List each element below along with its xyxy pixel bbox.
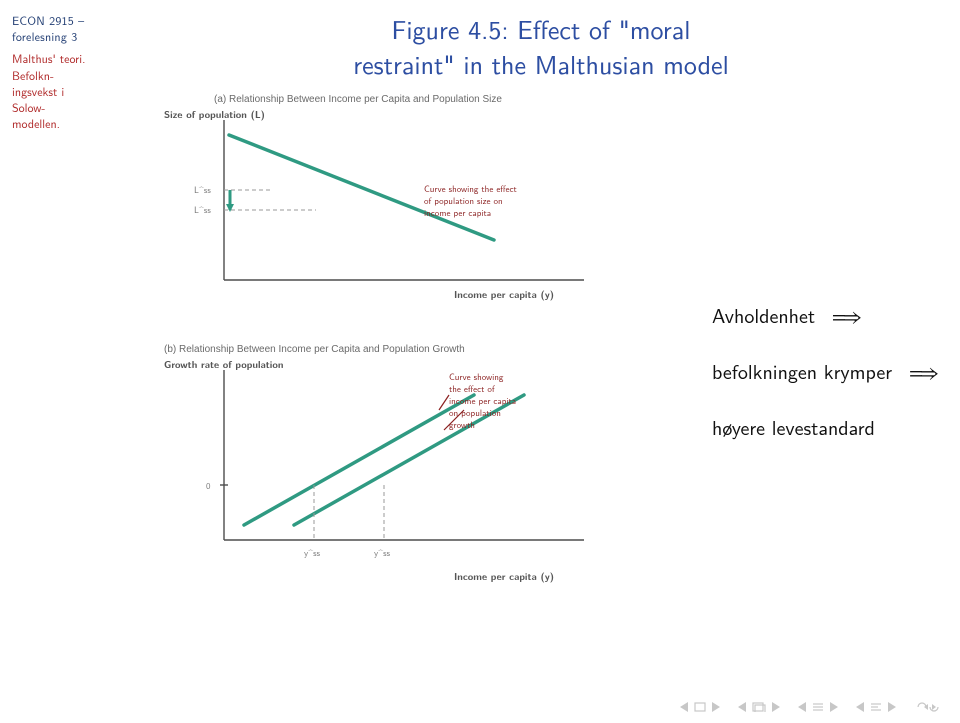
title-line-2: restraint" in the Malthusian model	[353, 45, 729, 83]
implication-row-3: høyere levestandard	[712, 412, 960, 444]
panel-b-zero-label: 0	[206, 479, 211, 492]
slide-title: Figure 4.5: Effect of "moral restraint" …	[122, 0, 960, 82]
implication-list: Avholdenhet =⇒ befolkningen krymper =⇒ h…	[712, 300, 960, 466]
slide-body: Figure 4.5: Effect of "moral restraint" …	[122, 0, 960, 723]
panel-b-yaxis-label: Growth rate of population	[164, 357, 283, 371]
subsection-icon	[752, 702, 766, 712]
beamer-sidebar: ECON 2915 – forelesning 3 Malthus' teori…	[0, 0, 122, 723]
panel-a-yaxis-label: Size of population (L)	[164, 107, 265, 121]
implication-2-text: befolkningen krymper	[712, 357, 892, 386]
implication-row-1: Avholdenhet =⇒	[712, 300, 960, 334]
panel-b-curve-label-5: growth	[449, 418, 475, 431]
panel-b-xaxis-label: Income per capita (y)	[454, 569, 554, 583]
panel-a-ytick-upper: L^ss	[194, 183, 211, 196]
implication-row-2: befolkningen krymper =⇒	[712, 356, 960, 390]
topic-line-5: modellen.	[12, 114, 60, 132]
beamer-nav	[680, 701, 942, 713]
nav-back-forward[interactable]	[914, 701, 942, 713]
nav-section[interactable]	[798, 702, 838, 712]
implication-1-text: Avholdenhet	[712, 301, 815, 330]
section-icon	[812, 702, 824, 712]
panel-a-caption: (a) Relationship Between Income per Capi…	[214, 94, 502, 105]
nav-appendix[interactable]	[856, 702, 896, 712]
implication-3-text: høyere levestandard	[712, 413, 875, 442]
nav-frame[interactable]	[680, 702, 720, 712]
panel-a-curve-label-3: income per capita	[424, 206, 491, 219]
implies-arrow-1: =⇒	[832, 302, 860, 334]
panel-b-xtick-right: y^ss	[374, 546, 391, 559]
lecture-topic: Malthus' teori. Befolkn- ingsvekst i Sol…	[0, 44, 122, 131]
panel-a-ytick-lower: L^ss	[194, 203, 211, 216]
course-line-2: forelesning 3	[12, 27, 77, 45]
panel-b-xtick-left: y^ss	[304, 546, 321, 559]
appendix-icon	[870, 702, 882, 712]
title-line-1: Figure 4.5: Effect of "moral	[392, 10, 691, 48]
panel-b-caption: (b) Relationship Between Income per Capi…	[164, 344, 465, 355]
panel-a-xaxis-label: Income per capita (y)	[454, 287, 554, 301]
frame-icon	[694, 702, 706, 712]
course-code: ECON 2915 – forelesning 3	[0, 0, 122, 44]
back-forward-icon	[914, 701, 942, 713]
implies-arrow-2: =⇒	[909, 358, 937, 390]
figure-4-5: (a) Relationship Between Income per Capi…	[144, 90, 674, 630]
nav-subsection[interactable]	[738, 702, 780, 712]
